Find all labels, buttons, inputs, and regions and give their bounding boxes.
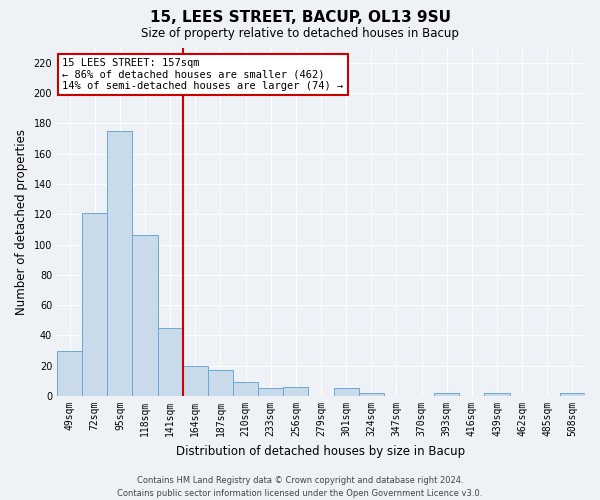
Bar: [183, 366, 208, 396]
Text: Contains HM Land Registry data © Crown copyright and database right 2024.
Contai: Contains HM Land Registry data © Crown c…: [118, 476, 482, 498]
Bar: [107, 131, 133, 396]
Bar: [334, 388, 359, 396]
Bar: [283, 387, 308, 396]
Text: 15, LEES STREET, BACUP, OL13 9SU: 15, LEES STREET, BACUP, OL13 9SU: [149, 10, 451, 25]
Bar: [82, 212, 107, 396]
Bar: [57, 350, 82, 396]
X-axis label: Distribution of detached houses by size in Bacup: Distribution of detached houses by size …: [176, 444, 466, 458]
Bar: [258, 388, 283, 396]
Bar: [359, 393, 384, 396]
Bar: [208, 370, 233, 396]
Bar: [158, 328, 183, 396]
Bar: [484, 393, 509, 396]
Text: Size of property relative to detached houses in Bacup: Size of property relative to detached ho…: [141, 28, 459, 40]
Text: 15 LEES STREET: 157sqm
← 86% of detached houses are smaller (462)
14% of semi-de: 15 LEES STREET: 157sqm ← 86% of detached…: [62, 58, 344, 91]
Bar: [434, 393, 459, 396]
Bar: [560, 393, 585, 396]
Y-axis label: Number of detached properties: Number of detached properties: [15, 129, 28, 315]
Bar: [233, 382, 258, 396]
Bar: [133, 236, 158, 396]
